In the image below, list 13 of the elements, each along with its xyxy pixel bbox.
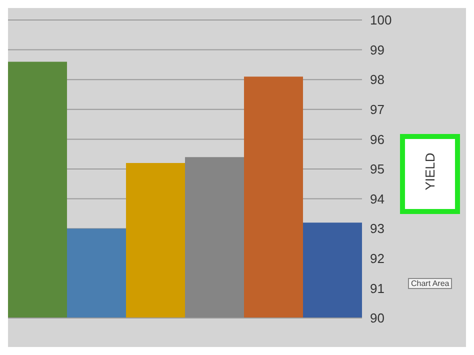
text: Chart Area	[408, 278, 452, 289]
y-tick-label: 99	[370, 42, 384, 58]
y-tick-label: 94	[370, 191, 384, 206]
y-tick-label: 97	[370, 102, 384, 118]
y-tick-label: 91	[370, 280, 384, 296]
y-axis-title: YIELD	[422, 152, 438, 190]
y-tick-label: 98	[370, 72, 384, 88]
y-tick-label: 90	[370, 310, 384, 326]
y-tick-label: 93	[370, 221, 384, 236]
y-tick-label: 100	[370, 12, 392, 28]
y-tick-label: 96	[370, 132, 384, 147]
y-tick-label: 95	[370, 162, 384, 177]
y-tick-label: 92	[370, 251, 384, 266]
